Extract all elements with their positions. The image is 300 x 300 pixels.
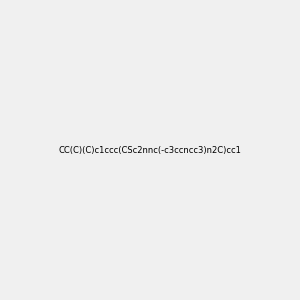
Text: CC(C)(C)c1ccc(CSc2nnc(-c3ccncc3)n2C)cc1: CC(C)(C)c1ccc(CSc2nnc(-c3ccncc3)n2C)cc1 bbox=[58, 146, 242, 154]
